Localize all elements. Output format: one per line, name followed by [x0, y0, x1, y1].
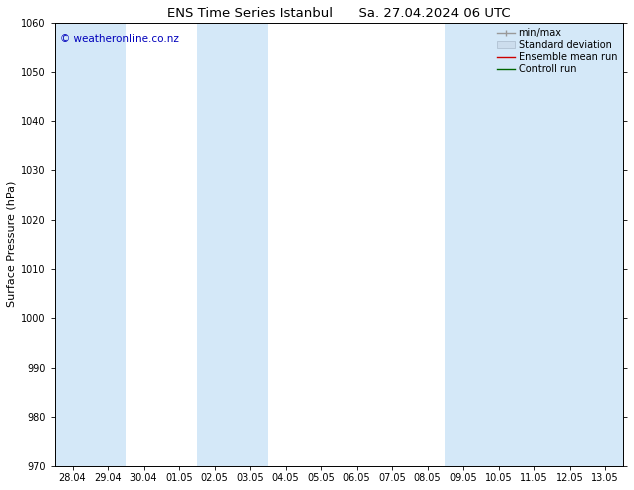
Bar: [55, 23, 126, 466]
Title: ENS Time Series Istanbul      Sa. 27.04.2024 06 UTC: ENS Time Series Istanbul Sa. 27.04.2024 …: [167, 7, 510, 20]
Legend: min/max, Standard deviation, Ensemble mean run, Controll run: min/max, Standard deviation, Ensemble me…: [493, 24, 621, 78]
Y-axis label: Surface Pressure (hPa): Surface Pressure (hPa): [7, 181, 17, 308]
Text: © weatheronline.co.nz: © weatheronline.co.nz: [60, 34, 179, 44]
Bar: [445, 23, 623, 466]
Bar: [197, 23, 268, 466]
